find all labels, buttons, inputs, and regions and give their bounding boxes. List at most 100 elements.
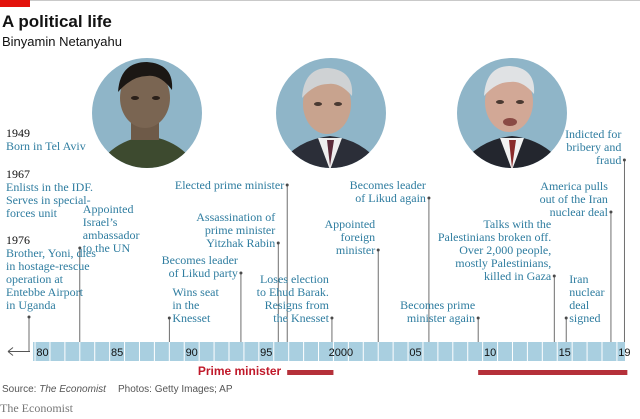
event-label-line: signed [569,311,600,325]
event-label-5: Elected prime minister [175,178,284,192]
event-label-line: Knesset [172,311,211,325]
early-event-1949: Born in Tel Aviv [6,139,86,153]
early-event-line: Serves in special- [6,193,91,207]
early-event-1976: Brother, Yoni, dies in hostage-rescue oper… [6,246,96,312]
event-label-line: Becomes prime [400,298,475,312]
tick-label-15: 15 [559,347,571,359]
early-event-1967: Enlists in the IDF. Serves in special-for… [6,180,93,220]
portrait-young [92,58,202,168]
event-label-line: fraud [596,153,621,167]
pm-period-bar-1 [287,370,334,375]
event-label-10: Talks with the Palestinians broken off. Ov… [438,217,552,283]
tick-label-85: 85 [111,347,123,359]
early-event-line: in hostage-rescue [6,259,90,273]
event-dot-3 [239,271,243,275]
timeline-axis: 80 85 90 95 2000 05 10 15 19 [7,342,631,361]
event-dot-1 [78,246,82,250]
tick-label-95: 95 [260,347,272,359]
event-label-line: foreign [341,230,376,244]
early-event-line: operation at [6,272,64,286]
early-event-line: Brother, Yoni, dies [6,246,96,260]
chart-title: A political life [2,12,112,31]
event-dot-5 [285,183,289,187]
portrait-middle [276,58,386,168]
event-label-line: Israel’s [83,215,118,229]
event-label-line: Becomes leader [350,178,426,192]
event-dot-12 [609,210,613,214]
early-dot [27,315,31,319]
event-label-6: Loses election to Ehud Barak. Resigns from… [257,272,330,325]
pm-period-bar-2 [478,370,628,375]
tick-label-05: 05 [409,347,421,359]
event-leader-lines [78,158,626,342]
early-event-line: forces unit [6,206,58,220]
early-event-line: Entebbe Airport [6,285,84,299]
event-label-line: Iran [569,272,588,286]
event-label-line: Indicted for [565,127,621,141]
photo-credit: Photos: Getty Images; AP [118,384,233,395]
event-dot-6 [330,316,334,320]
event-dot-8 [427,196,431,200]
event-label-line: minister again [407,311,475,325]
event-label-3: Becomes leader of Likud party [162,253,238,280]
tick-label-80: 80 [36,347,48,359]
tick-label-10: 10 [484,347,496,359]
event-label-line: deal [569,298,590,312]
early-year-1949: 1949 [6,126,30,140]
event-dot-9 [476,316,480,320]
event-label-line: Loses election [260,272,329,286]
event-label-2: Wins seat in the Knesset [172,285,219,325]
early-year-1976: 1976 [6,233,30,247]
pm-label: Prime minister [198,364,282,378]
event-label-7: Appointed foreign minister [325,217,376,257]
event-label-11: Iran nuclear deal signed [569,272,604,325]
event-label-line: Becomes leader [162,253,238,267]
event-label-line: the Knesset [273,311,329,325]
event-label-line: out of the Iran [540,192,608,206]
axis-band-fill [33,342,625,361]
brand-red-tab [0,0,30,7]
event-label-line: of Likud again [355,191,426,205]
event-label-13: Indicted for bribery and fraud [565,127,621,167]
publisher-logo: The Economist [0,401,73,415]
event-dot-7 [376,248,380,252]
event-dot-13 [622,158,626,162]
event-label-line: mostly Palestinians, [455,256,551,270]
event-dot-10 [552,274,556,278]
event-label-line: Wins seat [172,285,219,299]
event-label-line: Over 2,000 people, [459,243,551,257]
event-label-4: Assassination of prime minister Yitzhak Ra… [196,210,275,250]
early-year-1967: 1967 [6,167,30,181]
event-labels: Appointed Israel’s ambassador to the UN Wins… [83,127,622,325]
axis-arrow-head [7,347,14,356]
event-dot-11 [564,316,568,320]
event-label-line: ambassador [83,228,140,242]
event-label-line: minister [336,243,375,257]
event-label-line: Talks with the [483,217,551,231]
event-dot-4 [276,241,280,245]
event-label-line: Elected prime minister [175,178,284,192]
tick-label-2000: 2000 [329,347,353,359]
event-label-line: of Likud party [169,266,238,280]
event-label-line: Palestinians broken off. [438,230,551,244]
tick-label-90: 90 [186,347,198,359]
event-label-line: America pulls [540,179,608,193]
portrait-older [457,58,567,168]
event-label-line: prime minister [205,223,275,237]
early-event-line: Enlists in the IDF. [6,180,93,194]
event-label-8: Becomes leader of Likud again [350,178,426,205]
event-label-line: nuclear [569,285,604,299]
event-label-line: Assassination of [196,210,275,224]
top-rule [0,0,640,1]
source-note: Source: The Economist [2,384,106,395]
event-label-1: Appointed Israel’s ambassador to the UN [83,202,140,255]
event-label-line: Yitzhak Rabin [206,236,275,250]
event-label-line: in the [172,298,199,312]
event-label-12: America pulls out of the Iran nuclear deal [540,179,609,219]
tick-label-19: 19 [618,347,630,359]
prime-minister-periods: Prime minister [198,364,628,378]
event-label-line: Appointed [325,217,376,231]
early-event-line: Born in Tel Aviv [6,139,86,153]
event-label-line: bribery and [566,140,621,154]
